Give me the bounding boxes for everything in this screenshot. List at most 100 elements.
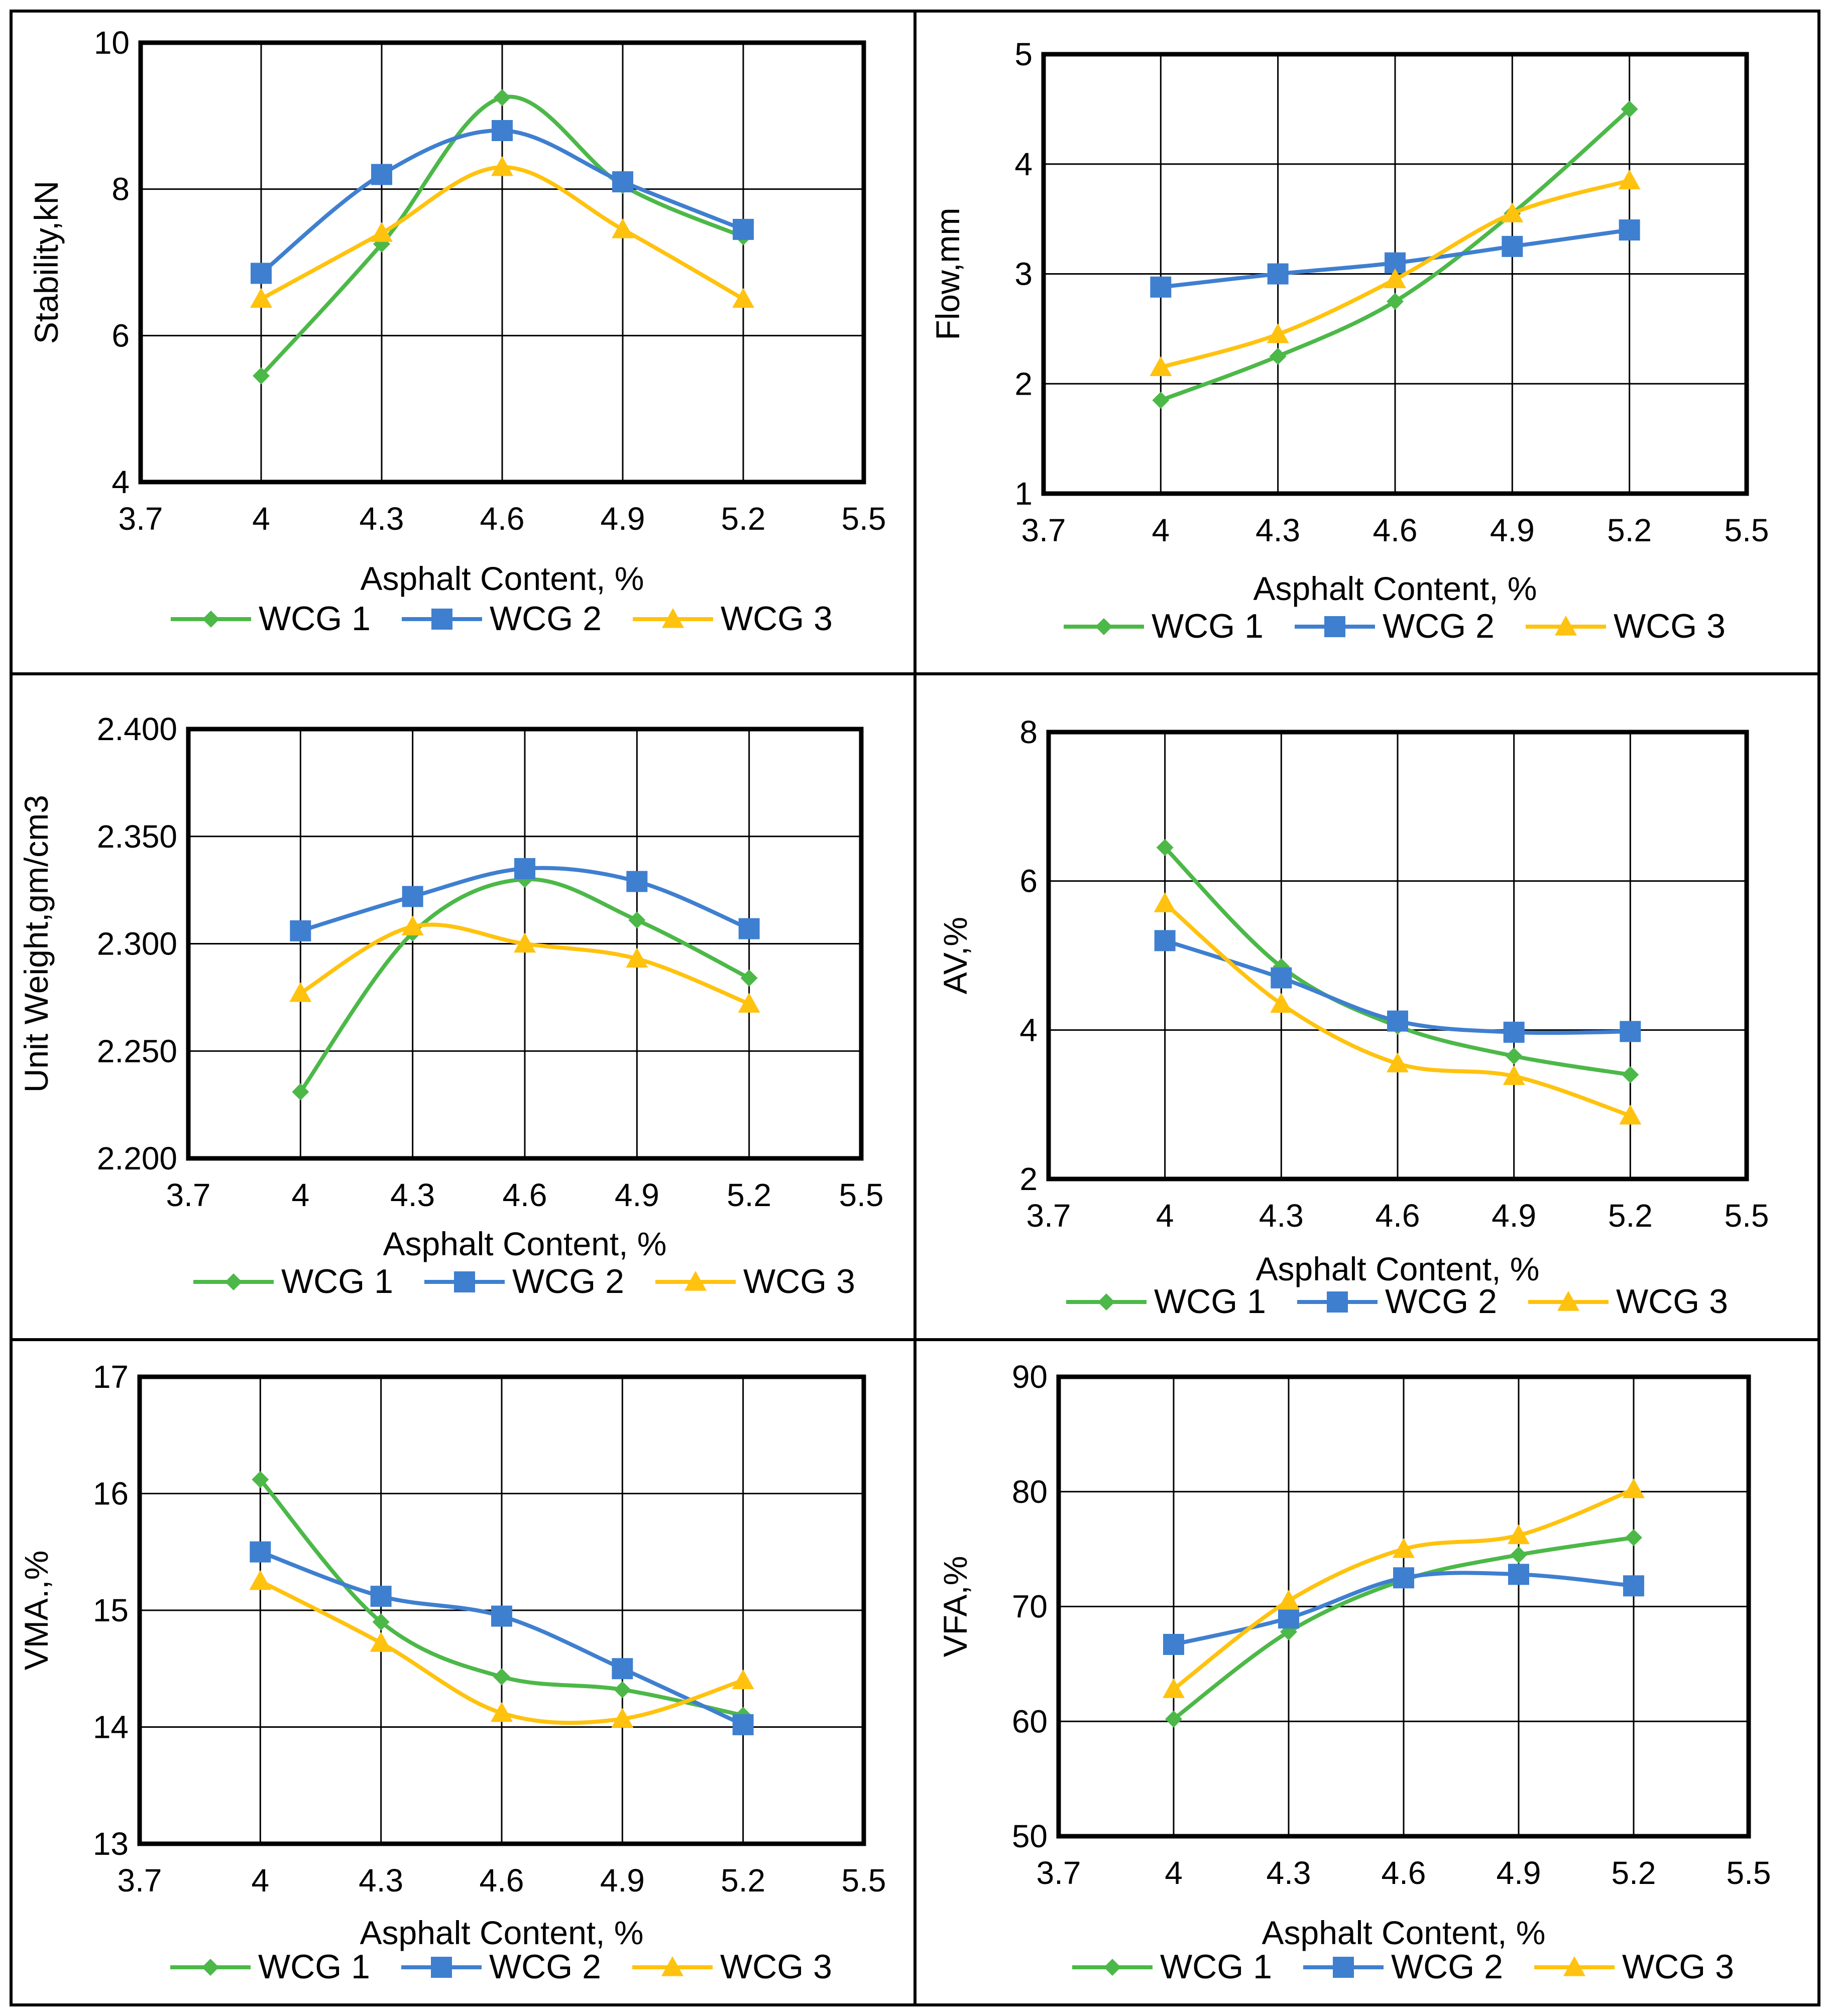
data-point — [250, 1541, 271, 1563]
legend-swatch-marker — [202, 611, 219, 628]
x-tick-label: 4.3 — [360, 501, 404, 537]
y-axis-title: Unit Weight,gm/cm3 — [18, 795, 55, 1093]
x-tick-label: 3.7 — [1026, 1198, 1071, 1234]
data-point — [626, 871, 648, 892]
x-tick-label: 3.7 — [1021, 512, 1066, 548]
data-point — [1278, 1607, 1299, 1629]
legend-label: WCG 2 — [489, 1948, 601, 1986]
x-tick-label: 4.6 — [1373, 512, 1418, 548]
data-point — [253, 367, 270, 385]
data-point — [612, 1658, 633, 1680]
x-tick-label: 4.6 — [480, 501, 525, 537]
x-axis-title: Asphalt Content, % — [1253, 570, 1537, 607]
data-point — [371, 164, 392, 185]
x-axis-title: Asphalt Content, % — [1262, 1914, 1546, 1951]
data-point — [491, 156, 513, 176]
panel-frame — [10, 10, 1820, 2006]
y-tick-label: 60 — [1012, 1703, 1048, 1739]
x-tick-label: 4.9 — [600, 1862, 645, 1899]
legend-swatch-marker — [684, 1271, 707, 1291]
legend-label: WCG 3 — [721, 600, 833, 638]
series-wcg-2 — [250, 1541, 754, 1735]
data-point — [1267, 323, 1289, 343]
x-tick-label: 5.5 — [1727, 1855, 1771, 1891]
series-wcg-3 — [250, 156, 754, 308]
data-point — [612, 171, 633, 193]
data-point — [732, 1714, 754, 1735]
data-point — [1165, 1710, 1182, 1728]
legend-swatch-marker — [1563, 1956, 1585, 1976]
data-point — [249, 1570, 272, 1590]
x-tick-label: 5.2 — [1607, 512, 1652, 548]
x-tick-label: 3.7 — [1037, 1855, 1081, 1891]
x-tick-label: 4 — [252, 501, 270, 537]
y-axis-title: AV,% — [937, 917, 974, 994]
x-tick-label: 4 — [252, 1862, 270, 1899]
legend-swatch-marker — [661, 1956, 683, 1976]
legend-label: WCG 1 — [1152, 607, 1264, 645]
x-tick-label: 4.9 — [1492, 1198, 1536, 1234]
legend-swatch-marker — [431, 609, 452, 630]
x-axis-title: Asphalt Content, % — [383, 1225, 667, 1262]
legend-label: WCG 3 — [743, 1262, 855, 1300]
legend-swatch-marker — [1098, 1293, 1115, 1311]
legend-label: WCG 1 — [258, 1948, 370, 1986]
series-wcg-3 — [289, 915, 760, 1013]
plot-area-border — [1041, 52, 1749, 496]
data-point — [1387, 1052, 1409, 1073]
legend-swatch-marker — [454, 1271, 475, 1292]
data-point — [290, 920, 311, 941]
data-point — [1150, 276, 1172, 298]
data-point — [402, 886, 423, 907]
series-wcg-2 — [1150, 219, 1640, 298]
y-tick-label: 8 — [111, 171, 130, 207]
x-tick-label: 5.2 — [721, 501, 766, 537]
data-point — [733, 218, 754, 240]
data-point — [614, 1681, 631, 1699]
x-tick-label: 4.3 — [359, 1862, 403, 1899]
y-tick-label: 2.250 — [97, 1033, 177, 1069]
y-tick-label: 6 — [1019, 863, 1038, 899]
legend: WCG 1 WCG 2 WCG 3 — [1072, 1948, 1734, 1986]
data-point — [1501, 202, 1524, 222]
legend-label: WCG 3 — [720, 1948, 832, 1986]
data-point — [401, 915, 424, 935]
y-tick-label: 14 — [93, 1709, 129, 1745]
y-tick-label: 2.300 — [97, 926, 177, 962]
legend-label: WCG 2 — [512, 1262, 624, 1300]
legend-label: WCG 1 — [259, 600, 371, 638]
x-tick-label: 3.7 — [119, 501, 163, 537]
data-point — [1623, 1575, 1644, 1597]
series-wcg-2 — [1163, 1564, 1644, 1655]
data-point — [491, 1605, 512, 1627]
legend-label: WCG 3 — [1614, 607, 1726, 645]
y-tick-label: 4 — [111, 464, 130, 500]
data-point — [1622, 1066, 1639, 1084]
x-tick-label: 4.3 — [1255, 512, 1300, 548]
legend: WCG 1 WCG 2 WCG 3 — [193, 1262, 855, 1300]
data-point — [1502, 235, 1523, 257]
data-point — [514, 932, 536, 953]
y-tick-label: 4 — [1014, 146, 1033, 182]
data-point — [250, 288, 272, 308]
series-wcg-3 — [1150, 169, 1641, 377]
data-point — [371, 222, 393, 242]
data-point — [1271, 967, 1292, 989]
x-tick-label: 3.7 — [118, 1862, 162, 1899]
data-point — [1505, 1047, 1523, 1065]
data-point — [1508, 1564, 1529, 1585]
data-point — [1503, 1021, 1525, 1043]
legend: WCG 1 WCG 2 WCG 3 — [1066, 1282, 1728, 1321]
data-point — [1510, 1546, 1527, 1564]
legend-swatch-marker — [1095, 618, 1112, 635]
y-tick-label: 5 — [1014, 36, 1033, 72]
data-point — [370, 1632, 392, 1652]
data-point — [491, 1702, 513, 1722]
series-line — [259, 1478, 744, 1718]
y-axis-title: Flow,mm — [929, 208, 966, 340]
y-tick-label: 15 — [93, 1592, 129, 1628]
data-point — [1156, 839, 1174, 856]
y-axis-title: VFA,% — [937, 1556, 974, 1657]
data-point — [1387, 293, 1404, 310]
